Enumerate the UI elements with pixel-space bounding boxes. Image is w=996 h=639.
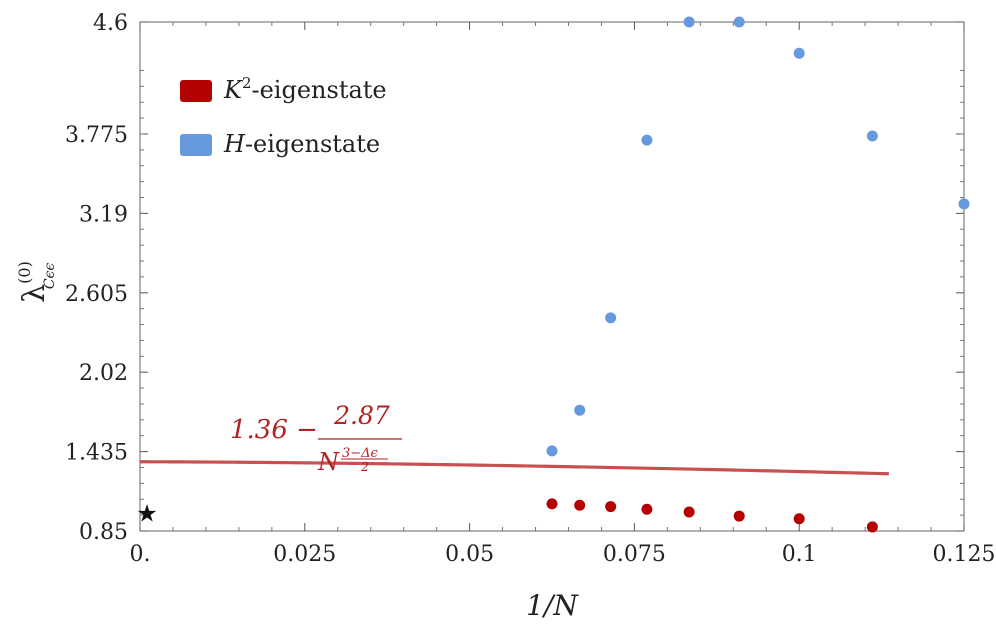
legend-label-h-suffix: -eigenstate <box>245 130 380 158</box>
h-eigenstate-point <box>546 445 558 457</box>
k2-eigenstate-point <box>605 501 617 513</box>
x-tick-label: 0.075 <box>603 542 666 567</box>
x-tick-label: 0.025 <box>273 542 336 567</box>
x-tick-label: 0.05 <box>445 542 494 567</box>
y-axis-label-base: λ <box>17 284 52 303</box>
y-axis-label-sub: Cϵϵ <box>42 263 58 290</box>
legend-label-k2-base: K <box>223 76 244 104</box>
k2-eigenstate-point <box>793 513 805 525</box>
k2-eigenstate-point <box>546 498 558 510</box>
h-eigenstate-point <box>641 134 653 146</box>
fit-annotation-denominator-exponent: 3−Δϵ <box>342 446 379 461</box>
k2-eigenstate-point <box>574 499 586 511</box>
h-eigenstate-point <box>605 312 617 324</box>
y-tick-label: 2.605 <box>65 282 128 307</box>
legend-label-k2: K2-eigenstate <box>223 74 387 104</box>
points-layer <box>546 16 970 533</box>
y-tick-label: 3.19 <box>79 202 128 227</box>
h-eigenstate-point <box>574 404 586 416</box>
legend-label-k2-sup: 2 <box>242 74 252 92</box>
y-tick-label: 3.775 <box>65 123 128 148</box>
svg-text:λ(0)Cϵϵ: λ(0) Cϵϵ <box>15 261 58 303</box>
fit-annotation-exponent-den: 2 <box>360 460 369 474</box>
h-eigenstate-point <box>733 16 745 28</box>
h-eigenstate-point <box>683 16 695 28</box>
axis-ticks: 0. 0.025 0.05 0.075 0.1 0.125 0.85 1.435 2.02 2.6… <box>65 11 995 567</box>
fit-curve <box>140 460 889 476</box>
legend: K2-eigenstate H-eigenstate <box>180 74 387 158</box>
x-axis-label: 1/N <box>526 589 579 622</box>
x-tick-label: 0. <box>130 542 151 567</box>
legend-label-h: H-eigenstate <box>223 130 380 158</box>
k2-eigenstate-point <box>641 503 653 515</box>
y-axis-label: λ(0) Cϵϵ <box>15 261 58 303</box>
h-eigenstate-point <box>958 198 970 210</box>
x-tick-label: 0.1 <box>782 542 817 567</box>
star-marker: ★ <box>136 499 158 527</box>
y-axis-label-sup: (0) <box>15 261 34 284</box>
k2-eigenstate-point <box>683 506 695 518</box>
k2-eigenstate-point <box>733 510 745 522</box>
fit-annotation: 1.36 − 2.87 N 3−Δϵ 2 <box>230 401 402 476</box>
x-tick-label: 0.125 <box>933 542 996 567</box>
legend-label-k2-suffix: -eigenstate <box>251 76 386 104</box>
y-tick-label: 0.85 <box>79 520 128 545</box>
fit-annotation-denominator-base: N <box>317 448 340 476</box>
fit-annotation-denominator: N 3−Δϵ <box>317 446 379 476</box>
k2-eigenstate-point <box>866 521 878 533</box>
fit-layer <box>140 460 889 476</box>
y-tick-label: 2.02 <box>79 361 128 386</box>
fit-annotation-numerator: 2.87 <box>333 401 390 430</box>
y-tick-label: 4.6 <box>93 11 128 36</box>
h-eigenstate-point <box>866 130 878 142</box>
h-eigenstate-point <box>793 47 805 59</box>
y-tick-label: 1.435 <box>65 441 128 466</box>
fit-annotation-lead: 1.36 − <box>230 415 318 445</box>
legend-label-h-base: H <box>223 130 246 158</box>
legend-swatch-k2 <box>180 80 212 102</box>
legend-swatch-h <box>180 134 212 156</box>
